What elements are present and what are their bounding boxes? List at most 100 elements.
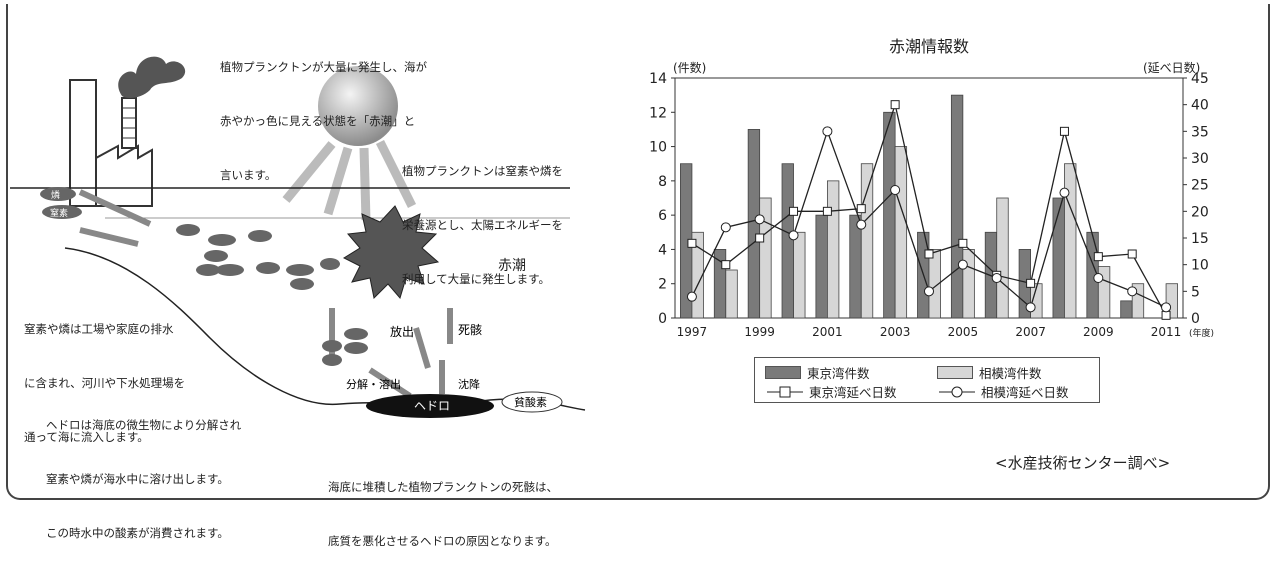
top-note-line: 赤やかっ色に見える状態を「赤潮」と	[220, 114, 416, 128]
point-sagami-bay-days	[1127, 286, 1138, 297]
hedoro-icon	[366, 394, 494, 418]
point-sagami-bay-days	[1161, 302, 1172, 313]
point-sagami-bay-days	[856, 219, 867, 230]
y-left-tick-label: 4	[658, 242, 667, 258]
x-tick-label: 2011	[1151, 325, 1182, 339]
decompose-label: 分解・溶出	[346, 377, 401, 391]
legend-item: 相模湾件数	[937, 363, 1042, 382]
bar-sagami-bay	[725, 269, 738, 319]
bar-sagami-bay	[691, 231, 704, 319]
bar-tokyo-bay	[849, 214, 862, 319]
anoxic-badge-icon	[501, 391, 563, 413]
point-sagami-bay-days	[686, 291, 697, 302]
dissolved-blobs-icon	[322, 328, 368, 366]
bar-tokyo-bay	[713, 249, 727, 319]
point-sagami-bay-days	[754, 214, 765, 225]
circle-marker-icon	[939, 386, 975, 397]
legend-label: 相模湾件数	[979, 366, 1042, 381]
bar-tokyo-bay	[815, 214, 828, 319]
bar-sagami-bay	[1030, 283, 1043, 319]
akashio-label: 赤潮	[498, 258, 526, 274]
y-right-tick-label: 30	[1191, 151, 1209, 167]
point-tokyo-bay-days	[755, 233, 765, 243]
y-left-tick-label: 8	[658, 174, 667, 190]
point-tokyo-bay-days	[856, 204, 866, 214]
legend-label: 東京湾件数	[807, 366, 870, 381]
rin-label: 燐	[51, 189, 60, 201]
point-tokyo-bay-days	[1026, 278, 1036, 288]
point-sagami-bay-days	[1025, 302, 1036, 313]
y-left-tick-label: 14	[649, 71, 667, 87]
point-sagami-bay-days	[991, 273, 1002, 283]
bar-sagami-bay	[894, 146, 908, 319]
legend-item: 相模湾延べ日数	[937, 382, 1069, 401]
legend-swatch	[765, 366, 801, 379]
y-left-tick-label: 6	[658, 208, 667, 224]
point-tokyo-bay-days	[687, 238, 697, 248]
point-tokyo-bay-days	[1059, 126, 1069, 136]
point-sagami-bay-days	[890, 185, 901, 195]
dissolve-arrow-icon	[368, 367, 412, 399]
point-tokyo-bay-days	[789, 206, 799, 216]
top-note: 植物プランクトンが大量に発生し、海が 赤やかっ色に見える状態を「赤潮」と 言いま…	[220, 22, 427, 220]
source-note: <水産技術センター調べ>	[995, 454, 1171, 472]
x-tick-label: 2003	[880, 325, 911, 339]
point-sagami-bay-days	[788, 230, 799, 241]
point-sagami-bay-days	[924, 286, 934, 297]
nutrient-blobs-icon	[176, 224, 340, 290]
inflow-arrow-icon	[79, 227, 139, 247]
x-tick-label: 2001	[812, 325, 843, 339]
point-sagami-bay-days	[957, 259, 968, 270]
y-right-tick-label: 40	[1191, 98, 1209, 114]
y-left-tick-label: 2	[658, 277, 667, 293]
inflow-note-line: 通って海に流入します。	[24, 430, 149, 444]
y-right-tick-label: 45	[1191, 71, 1209, 87]
red-tide-diagram: 燐 窒素 赤潮 放出 死骸 分解・溶出 沈降 ヘドロ 貧酸素 植物	[10, 8, 610, 548]
chisso-blob-icon	[42, 205, 82, 219]
sun-note-line: 植物プランクトンは窒素や燐を	[402, 164, 563, 178]
sun-note: 植物プランクトンは窒素や燐を 栄養源とし、太陽エネルギーを 利用して大量に発生し…	[402, 126, 563, 324]
bar-sagami-bay	[1097, 266, 1111, 319]
y-right-tick-label: 25	[1191, 178, 1209, 194]
y-right-tick-label: 0	[1191, 311, 1200, 327]
y-left-tick-label: 12	[649, 105, 667, 121]
outer-frame	[6, 4, 1270, 500]
anoxic-label: 貧酸素	[514, 395, 547, 409]
legend-label: 相模湾延べ日数	[981, 385, 1069, 400]
top-note-line: 言います。	[220, 168, 277, 182]
bottom-note-line: 底質を悪化させるヘドロの原因となります。	[328, 534, 557, 548]
rin-blob-icon	[40, 187, 76, 201]
bottom-note: 海底に堆積した植物プランクトンの死骸は、 底質を悪化させるヘドロの原因となります…	[328, 442, 558, 586]
point-tokyo-bay-days	[1127, 249, 1137, 259]
sun-note-line: 栄養源とし、太陽エネルギーを	[402, 218, 563, 232]
y-left-tick-label: 10	[649, 140, 667, 156]
death-label: 死骸	[458, 323, 482, 337]
bar-tokyo-bay	[781, 163, 794, 319]
legend-label: 東京湾延べ日数	[809, 385, 897, 400]
square-marker-icon	[767, 386, 803, 397]
bar-tokyo-bay	[883, 111, 896, 319]
inflow-arrow-icon	[78, 189, 152, 227]
point-tokyo-bay-days	[1161, 310, 1171, 320]
point-tokyo-bay-days	[822, 206, 832, 216]
x-tick-label: 2005	[948, 325, 979, 339]
point-tokyo-bay-days	[1093, 252, 1103, 262]
x-tick-label: 2009	[1083, 325, 1114, 339]
red-tide-chart: 赤潮情報数 (件数) (延べ日数) 0 2 4 6 8 10 12 14 0 5 10 15 20 25 30 35…	[625, 20, 1235, 410]
legend-item: 東京湾件数	[765, 363, 870, 382]
legend-swatch	[937, 366, 973, 379]
bar-sagami-bay	[1165, 283, 1178, 319]
sun-icon	[282, 66, 417, 221]
chart-title: 赤潮情報数	[889, 37, 969, 56]
chart-legend: 東京湾件数 相模湾件数 東京湾延べ日数 相模湾延べ日数	[754, 357, 1100, 403]
point-tokyo-bay-days	[890, 100, 900, 110]
release-arrow-icon	[413, 327, 431, 369]
y-right-tick-label: 20	[1191, 204, 1209, 220]
release-label: 放出	[390, 324, 414, 339]
chart-svg: 赤潮情報数 (件数) (延べ日数) 0 2 4 6 8 10 12 14 0 5 10 15 20 25 30 35…	[649, 37, 1214, 339]
bar-sagami-bay	[860, 163, 874, 319]
y-left-tick-label: 0	[658, 311, 667, 327]
x-tick-label: 1997	[677, 325, 708, 339]
x-axis-unit-label: (年度)	[1189, 327, 1214, 339]
chisso-label: 窒素	[50, 207, 68, 219]
